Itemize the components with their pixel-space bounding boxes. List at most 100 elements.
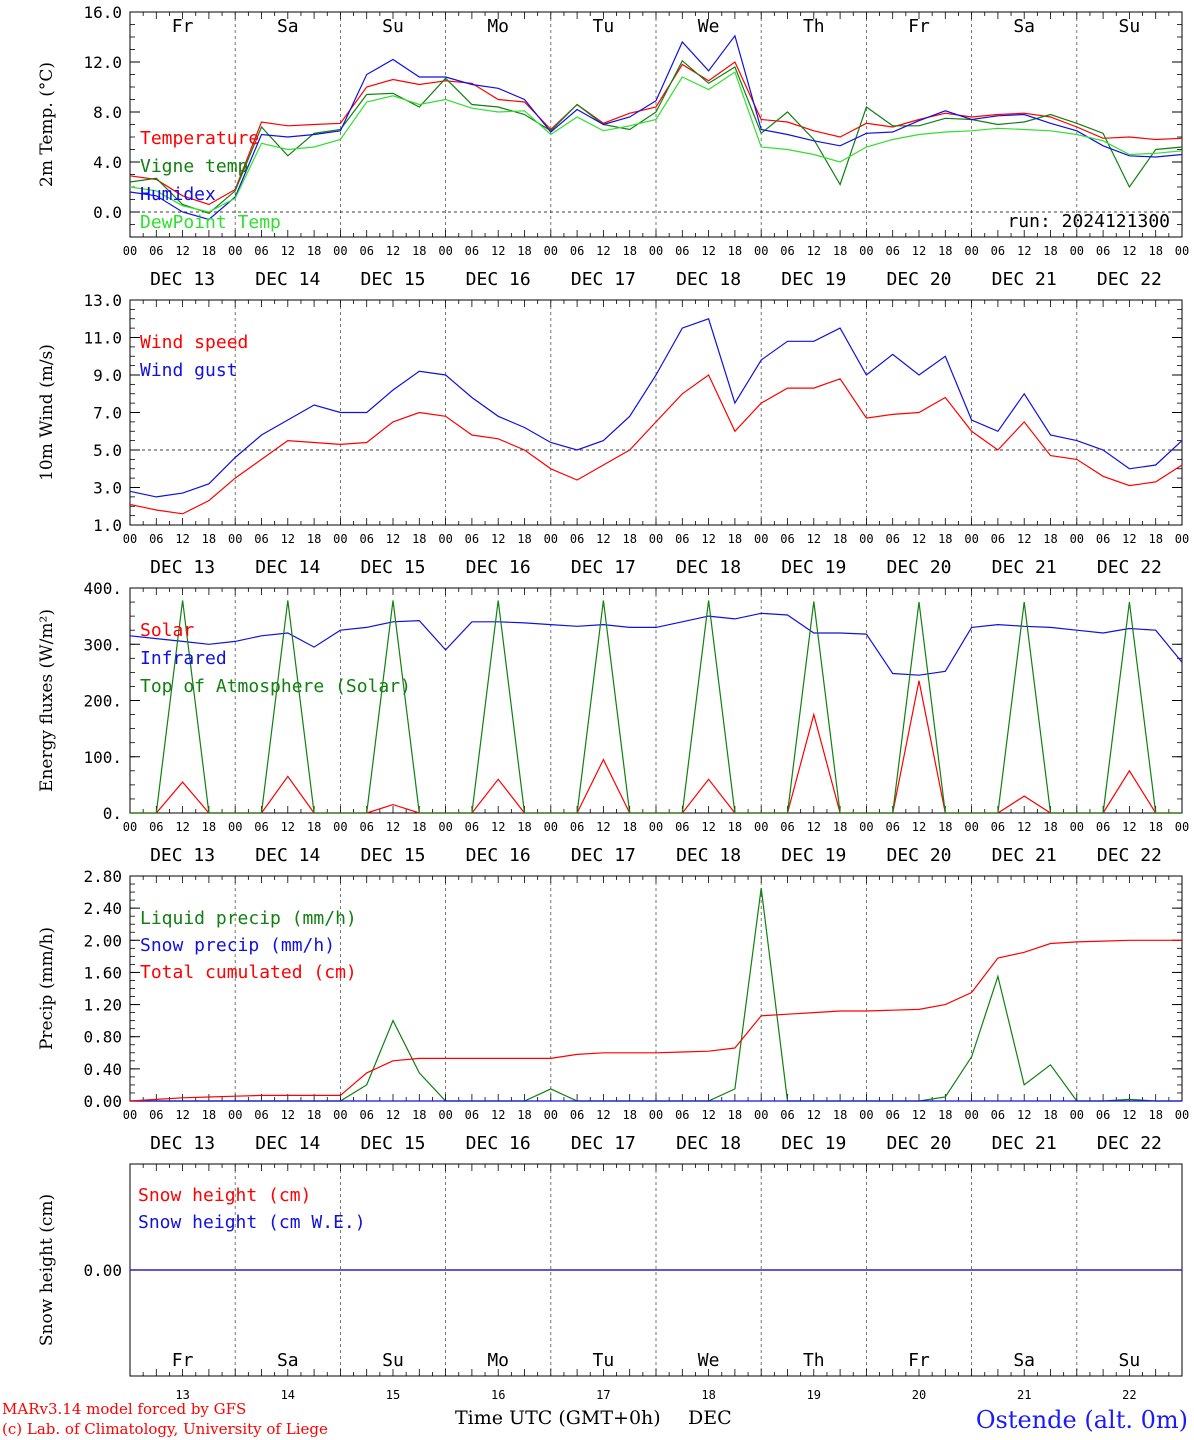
y-tick-label: 1.60 bbox=[83, 963, 122, 982]
hour-label: 18 bbox=[517, 820, 531, 834]
y-tick-label: 2.40 bbox=[83, 899, 122, 918]
hour-label: 00 bbox=[123, 532, 137, 546]
date-label: DEC 19 bbox=[781, 557, 846, 578]
hour-label: 18 bbox=[307, 532, 321, 546]
hour-label: 12 bbox=[807, 244, 821, 258]
hour-label: 06 bbox=[885, 532, 899, 546]
series-line bbox=[129, 318, 1183, 498]
day-number: 17 bbox=[596, 1388, 610, 1402]
weekday-label: Th bbox=[803, 16, 825, 37]
hour-label: 06 bbox=[570, 532, 584, 546]
hour-label: 00 bbox=[123, 1108, 137, 1122]
hour-label: 06 bbox=[780, 820, 794, 834]
hour-label: 18 bbox=[307, 820, 321, 834]
y-tick-label: 7.0 bbox=[93, 404, 122, 423]
hour-label: 12 bbox=[807, 532, 821, 546]
legend-entry: Wind gust bbox=[140, 360, 238, 381]
hour-label: 00 bbox=[333, 1108, 347, 1122]
hour-label: 18 bbox=[622, 532, 636, 546]
hour-label: 12 bbox=[596, 532, 610, 546]
hour-label: 06 bbox=[149, 1108, 163, 1122]
hour-label: 00 bbox=[964, 820, 978, 834]
hour-label: 18 bbox=[938, 244, 952, 258]
hour-label: 18 bbox=[622, 244, 636, 258]
hour-label: 00 bbox=[544, 1108, 558, 1122]
hour-label: 00 bbox=[228, 1108, 242, 1122]
hour-label: 12 bbox=[1017, 1108, 1031, 1122]
hour-label: 12 bbox=[912, 532, 926, 546]
date-label: DEC 13 bbox=[150, 845, 215, 866]
hour-label: 00 bbox=[859, 532, 873, 546]
hour-label: 06 bbox=[885, 244, 899, 258]
date-label: DEC 20 bbox=[886, 1133, 951, 1154]
hour-label: 00 bbox=[964, 244, 978, 258]
hour-label: 12 bbox=[1122, 820, 1136, 834]
date-label: DEC 19 bbox=[781, 1133, 846, 1154]
legend-entry: Infrared bbox=[140, 648, 227, 669]
panel-5 bbox=[129, 1163, 1183, 1377]
hour-label: 12 bbox=[491, 820, 505, 834]
y-tick-label: 5.0 bbox=[93, 441, 122, 460]
weekday-label: Su bbox=[1119, 1350, 1141, 1371]
hour-label: 18 bbox=[833, 1108, 847, 1122]
legend-entry: Top of Atmosphere (Solar) bbox=[140, 676, 411, 697]
hour-label: 06 bbox=[1096, 244, 1110, 258]
weekday-label: Sa bbox=[277, 16, 299, 37]
hour-label: 06 bbox=[254, 820, 268, 834]
hour-label: 06 bbox=[780, 1108, 794, 1122]
y-tick-label: 100. bbox=[83, 748, 122, 767]
hour-label: 00 bbox=[228, 244, 242, 258]
hour-label: 00 bbox=[1070, 1108, 1084, 1122]
hour-label: 12 bbox=[912, 244, 926, 258]
y-axis-label: Snow height (cm) bbox=[37, 1194, 57, 1346]
hour-label: 00 bbox=[1070, 820, 1084, 834]
hour-label: 00 bbox=[333, 244, 347, 258]
legend-entry: Liquid precip (mm/h) bbox=[140, 908, 357, 929]
hour-label: 06 bbox=[991, 820, 1005, 834]
hour-label: 18 bbox=[517, 244, 531, 258]
hour-label: 00 bbox=[649, 820, 663, 834]
hour-label: 06 bbox=[675, 820, 689, 834]
legend-entry: Wind speed bbox=[140, 332, 248, 353]
date-label: DEC 22 bbox=[1097, 845, 1162, 866]
hour-label: 12 bbox=[701, 1108, 715, 1122]
date-label: DEC 14 bbox=[255, 1133, 320, 1154]
hour-label: 12 bbox=[807, 820, 821, 834]
hour-label: 18 bbox=[307, 244, 321, 258]
hour-label: 00 bbox=[649, 532, 663, 546]
date-label: DEC 15 bbox=[360, 1133, 425, 1154]
y-tick-label: 0. bbox=[103, 804, 122, 823]
model-credit: MARv3.14 model forced by GFS bbox=[2, 1400, 246, 1418]
y-tick-label: 13.0 bbox=[83, 291, 122, 310]
hour-label: 12 bbox=[281, 244, 295, 258]
hour-label: 18 bbox=[622, 1108, 636, 1122]
y-tick-label: 11.0 bbox=[83, 329, 122, 348]
hour-label: 12 bbox=[1017, 820, 1031, 834]
hour-label: 00 bbox=[544, 244, 558, 258]
weekday-label: Fr bbox=[172, 1350, 194, 1371]
hour-label: 18 bbox=[517, 1108, 531, 1122]
hour-label: 00 bbox=[438, 820, 452, 834]
panel-3 bbox=[129, 587, 1183, 814]
date-label: DEC 17 bbox=[571, 845, 636, 866]
date-label: DEC 13 bbox=[150, 1133, 215, 1154]
hour-label: 00 bbox=[123, 244, 137, 258]
date-label: DEC 22 bbox=[1097, 557, 1162, 578]
date-label: DEC 18 bbox=[676, 557, 741, 578]
hour-label: 18 bbox=[938, 820, 952, 834]
day-number: 16 bbox=[491, 1388, 505, 1402]
date-label: DEC 21 bbox=[992, 557, 1057, 578]
date-label: DEC 15 bbox=[360, 269, 425, 290]
hour-label: 12 bbox=[1122, 1108, 1136, 1122]
series-line bbox=[129, 71, 1183, 213]
hour-label: 18 bbox=[728, 820, 742, 834]
day-number: 13 bbox=[175, 1388, 189, 1402]
weekday-label: Tu bbox=[593, 1350, 615, 1371]
hour-label: 18 bbox=[412, 532, 426, 546]
plot-frame bbox=[129, 587, 1183, 814]
hour-label: 06 bbox=[675, 532, 689, 546]
hour-label: 06 bbox=[885, 1108, 899, 1122]
y-axis-label: 10m Wind (m/s) bbox=[37, 344, 57, 481]
y-tick-label: 0.40 bbox=[83, 1060, 122, 1079]
